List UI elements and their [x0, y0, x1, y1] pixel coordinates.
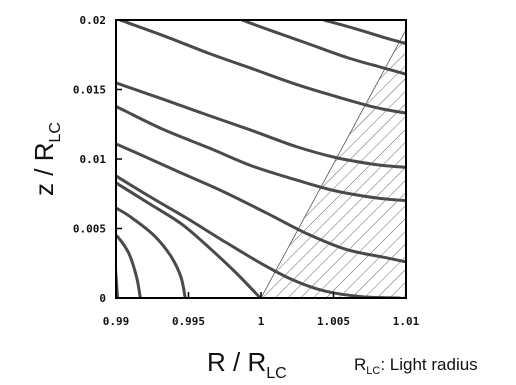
field-line-7: [116, 104, 406, 203]
y-axis-title-main: z / R: [29, 143, 59, 196]
y-tick-label: 0.005: [73, 223, 106, 236]
legend-note: RLC: Light radius: [354, 355, 478, 377]
legend-note-main: R: [354, 355, 366, 374]
y-tick-label: 0.01: [80, 153, 107, 166]
y-tick-label: 0: [99, 292, 106, 305]
field-line-6: [116, 142, 406, 264]
curves-group: [116, 20, 406, 298]
x-axis-title-main: R / R: [207, 347, 266, 377]
y-tick-label: 0.02: [80, 14, 107, 27]
field-line-10: [240, 20, 406, 76]
y-ticks: 0 0.005 0.01 0.015 0.02: [73, 14, 122, 305]
field-line-2: [116, 233, 142, 298]
x-tick-label: 0.99: [103, 315, 130, 328]
x-tick-label: 1: [258, 315, 265, 328]
x-axis-title-sub: LC: [266, 365, 286, 382]
x-axis-title: R / RLC: [207, 347, 287, 382]
legend-note-sub: LC: [366, 365, 380, 377]
x-ticks: 0.99 0.995 1 1.005 1.01: [103, 292, 420, 328]
x-tick-label: 1.005: [317, 315, 350, 328]
field-line-11: [322, 20, 406, 46]
field-line-9: [118, 20, 406, 115]
y-tick-label: 0.015: [73, 84, 106, 97]
x-tick-label: 0.995: [172, 315, 205, 328]
light-cylinder-shaded-region: [260, 29, 406, 298]
legend-note-text: : Light radius: [380, 355, 477, 374]
field-line-4: [116, 181, 262, 298]
y-axis-title: z / RLC: [29, 122, 64, 196]
field-line-5: [116, 174, 402, 298]
plot-area: [116, 20, 406, 298]
field-line-3: [116, 206, 187, 298]
y-axis-title-sub: LC: [47, 122, 64, 142]
x-tick-label: 1.01: [393, 315, 420, 328]
field-line-8: [116, 81, 406, 169]
